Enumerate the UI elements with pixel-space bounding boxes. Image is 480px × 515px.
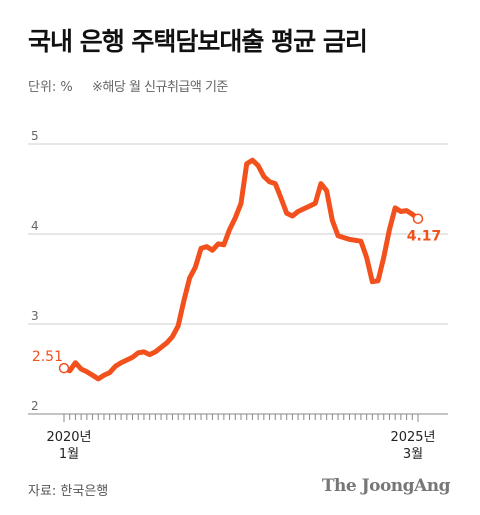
unit-label: 단위: % [28,80,73,95]
source-note: 자료: 한국은행 [28,484,109,499]
x-tick-label: 2025년 [390,430,435,445]
series-line [61,157,421,382]
y-tick-label: 4 [31,219,39,233]
x-tick-label: 3월 [403,447,423,462]
x-tick-labels: 2020년 1월 2025년 3월 [46,430,435,462]
basis-note: ※해당 월 신규취급액 기준 [92,80,228,95]
gridlines [28,143,448,325]
line-chart: 2 3 4 5 2.51 4.17 2020년 1월 2025년 3월 [28,129,448,462]
x-axis [28,413,448,422]
y-tick-label: 2 [31,399,39,413]
publisher-logo: The JoongAng [321,476,451,496]
chart-title: 국내 은행 주택담보대출 평균 금리 [28,27,368,56]
end-value-label: 4.17 [407,229,442,245]
y-tick-label: 3 [31,309,39,323]
start-value-label: 2.51 [32,349,63,365]
x-tick-label: 1월 [59,447,79,462]
y-tick-labels: 2 3 4 5 [31,129,39,413]
y-tick-label: 5 [31,129,39,143]
x-tick-label: 2020년 [46,430,91,445]
start-point-marker [58,362,70,374]
end-point-marker [412,213,424,224]
